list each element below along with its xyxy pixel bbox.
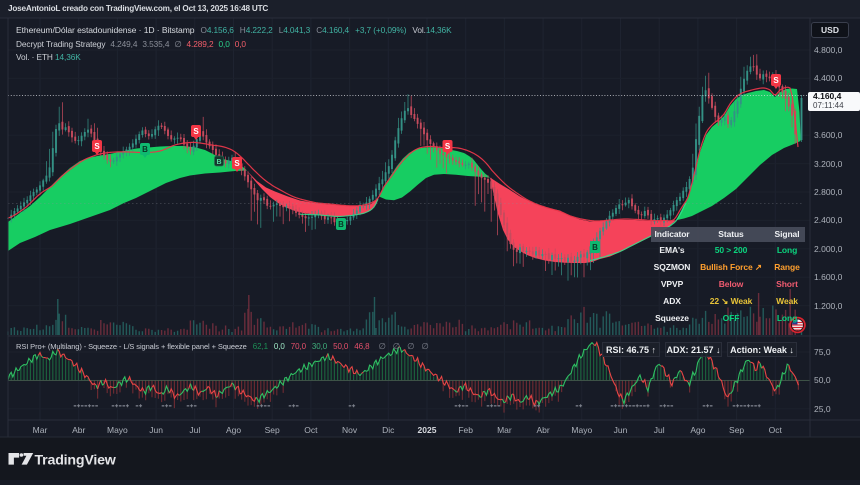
- svg-text:TradingView: TradingView: [35, 453, 117, 469]
- svg-text:B: B: [338, 220, 344, 229]
- svg-text:B: B: [216, 159, 221, 166]
- svg-text:S: S: [773, 76, 779, 85]
- svg-text:B: B: [142, 145, 148, 154]
- svg-text:B: B: [592, 243, 598, 252]
- svg-text:S: S: [445, 142, 451, 151]
- svg-text:S: S: [193, 127, 199, 136]
- svg-text:S: S: [94, 142, 100, 151]
- svg-text:S: S: [234, 159, 240, 168]
